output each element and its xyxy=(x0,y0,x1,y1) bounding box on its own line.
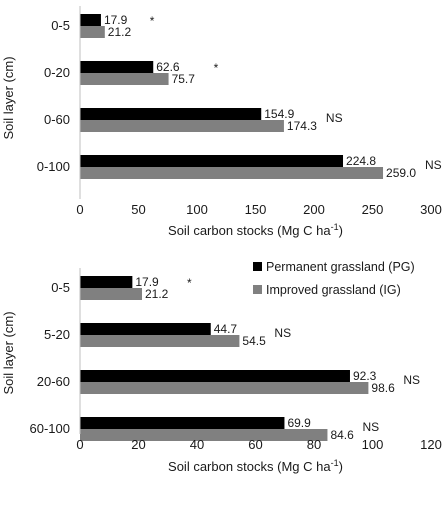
data-label-pg-0-60: 154.9 xyxy=(264,107,294,121)
category-label-0-5: 0-5 xyxy=(51,280,70,295)
bar-pg-0-5 xyxy=(80,14,101,26)
legend-label-pg: Permanent grassland (PG) xyxy=(266,260,415,274)
category-label-5-20: 5-20 xyxy=(44,327,70,342)
x-tick-label-40: 40 xyxy=(190,437,204,452)
data-label-ig-0-5: 21.2 xyxy=(145,287,169,301)
x-tick-label-100: 100 xyxy=(362,437,384,452)
bar-pg-5-20 xyxy=(80,323,211,335)
bar-pg-0-60 xyxy=(80,108,262,120)
x-tick-label-250: 250 xyxy=(362,202,384,217)
bar-ig-0-100 xyxy=(80,167,384,179)
data-label-pg-0-5: 17.9 xyxy=(104,13,128,27)
data-label-pg-5-20: 44.7 xyxy=(214,322,238,336)
significance-5-20: NS xyxy=(274,326,291,340)
significance-0-60: NS xyxy=(326,111,343,125)
data-label-ig-0-100: 259.0 xyxy=(386,166,416,180)
category-label-20-60: 20-60 xyxy=(37,374,70,389)
data-label-ig-0-20: 75.7 xyxy=(172,72,196,86)
data-label-ig-0-60: 174.3 xyxy=(287,119,317,133)
category-label-0-100: 0-100 xyxy=(37,159,70,174)
significance-0-20: * xyxy=(214,61,219,75)
x-tick-label-150: 150 xyxy=(245,202,267,217)
x-tick-label-80: 80 xyxy=(307,437,321,452)
bar-ig-20-60 xyxy=(80,382,369,394)
legend-swatch-ig xyxy=(253,285,262,294)
bar-ig-0-5 xyxy=(80,288,143,300)
bar-ig-0-20 xyxy=(80,73,169,85)
bar-pg-60-100 xyxy=(80,417,285,429)
x-tick-label-120: 120 xyxy=(420,437,442,452)
data-label-pg-0-100: 224.8 xyxy=(346,154,376,168)
legend: Permanent grassland (PG) Improved grassla… xyxy=(253,260,415,297)
legend-label-ig: Improved grassland (IG) xyxy=(266,283,401,297)
x-axis-title: Soil carbon stocks (Mg C ha-1) xyxy=(168,458,343,474)
data-label-pg-60-100: 69.9 xyxy=(287,416,311,430)
bar-pg-20-60 xyxy=(80,370,350,382)
bar-pg-0-100 xyxy=(80,155,344,167)
data-label-ig-0-5: 21.2 xyxy=(108,25,132,39)
bar-pg-0-20 xyxy=(80,61,154,73)
data-label-ig-5-20: 54.5 xyxy=(242,334,266,348)
data-label-pg-0-20: 62.6 xyxy=(156,60,180,74)
y-axis-title: Soil layer (cm) xyxy=(1,311,16,394)
bar-ig-0-5 xyxy=(80,26,105,38)
significance-20-60: NS xyxy=(403,373,420,387)
x-tick-label-300: 300 xyxy=(420,202,442,217)
bar-ig-5-20 xyxy=(80,335,240,347)
significance-0-100: NS xyxy=(425,158,442,172)
x-tick-label-0: 0 xyxy=(76,437,83,452)
legend-swatch-pg xyxy=(253,262,262,271)
x-tick-label-60: 60 xyxy=(248,437,262,452)
data-label-pg-0-5: 17.9 xyxy=(135,275,159,289)
x-tick-label-100: 100 xyxy=(186,202,208,217)
category-label-0-5: 0-5 xyxy=(51,18,70,33)
bar-ig-0-60 xyxy=(80,120,284,132)
x-tick-label-50: 50 xyxy=(131,202,145,217)
x-axis-title: Soil carbon stocks (Mg C ha-1) xyxy=(168,222,343,238)
bar-pg-0-5 xyxy=(80,276,133,288)
category-label-60-100: 60-100 xyxy=(30,421,70,436)
y-axis-title: Soil layer (cm) xyxy=(1,56,16,139)
x-tick-label-0: 0 xyxy=(76,202,83,217)
significance-0-5: * xyxy=(150,14,155,28)
data-label-ig-60-100: 84.6 xyxy=(330,428,354,442)
data-label-pg-20-60: 92.3 xyxy=(353,369,377,383)
significance-60-100: NS xyxy=(362,420,379,434)
x-tick-label-200: 200 xyxy=(303,202,325,217)
x-tick-label-20: 20 xyxy=(131,437,145,452)
category-label-0-20: 0-20 xyxy=(44,65,70,80)
data-label-ig-20-60: 98.6 xyxy=(371,381,395,395)
bar-ig-60-100 xyxy=(80,429,328,441)
category-label-0-60: 0-60 xyxy=(44,112,70,127)
significance-0-5: * xyxy=(187,276,192,290)
chart-2: 17.921.2 * 0-5 44.7 54.5 NS 5-20 92.398.6 NS 20-6… xyxy=(1,268,442,474)
